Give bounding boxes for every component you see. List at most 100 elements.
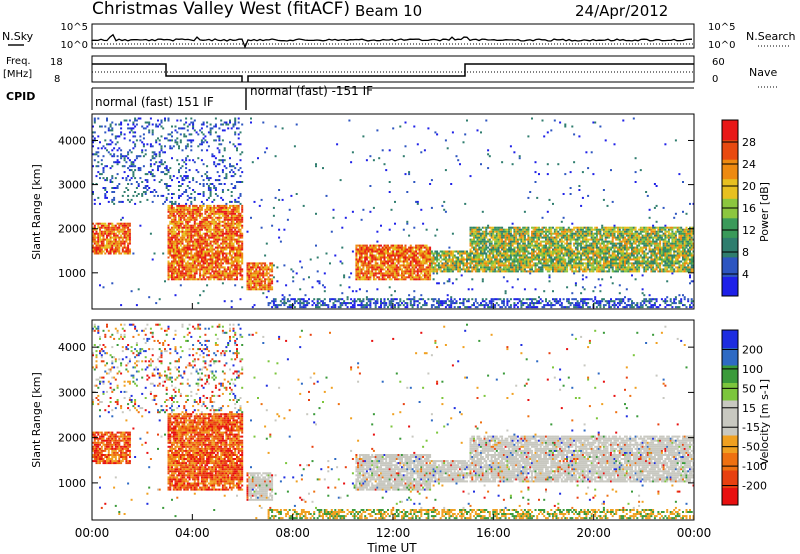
heatmap-cell <box>206 232 209 235</box>
heatmap-cell <box>483 306 486 309</box>
heatmap-cell <box>236 248 238 251</box>
heatmap-cell <box>376 302 379 305</box>
heatmap-cell <box>351 151 354 154</box>
heatmap-cell <box>527 234 530 237</box>
heatmap-cell <box>448 278 451 281</box>
heatmap-cell <box>434 250 437 253</box>
heatmap-cell <box>125 236 128 239</box>
heatmap-cell <box>209 214 212 217</box>
heatmap-cell <box>474 234 477 237</box>
heatmap-cell <box>380 256 382 259</box>
heatmap-cell <box>111 248 114 251</box>
heatmap-cell <box>485 230 488 233</box>
heatmap-cell <box>483 244 486 247</box>
heatmap-cell <box>95 230 98 233</box>
heatmap-cell <box>504 246 507 249</box>
heatmap-cell <box>118 224 121 227</box>
heatmap-cell <box>408 266 411 269</box>
heatmap-cell <box>214 125 217 128</box>
heatmap-cell <box>525 254 528 257</box>
heatmap-cell <box>260 264 263 267</box>
heatmap-cell <box>501 246 504 249</box>
heatmap-cell <box>387 306 389 309</box>
heatmap-cell <box>406 304 409 307</box>
heatmap-cell <box>234 212 237 215</box>
heatmap-cell <box>399 260 402 263</box>
heatmap-cell <box>504 244 507 247</box>
heatmap-cell <box>480 252 482 255</box>
heatmap-cell <box>480 260 482 263</box>
heatmap-cell <box>193 191 196 193</box>
heatmap-cell <box>483 258 486 261</box>
heatmap-cell <box>492 256 495 259</box>
heatmap-cell <box>202 250 205 253</box>
heatmap-cell <box>406 220 409 223</box>
heatmap-cell <box>207 276 210 279</box>
heatmap-cell <box>362 135 365 138</box>
heatmap-cell <box>411 278 414 281</box>
heatmap-cell <box>300 302 303 305</box>
heatmap-cell <box>197 230 200 233</box>
heatmap-cell <box>494 234 497 237</box>
heatmap-cell <box>497 260 500 263</box>
heatmap-cell <box>251 306 254 309</box>
heatmap-cell <box>220 260 223 263</box>
heatmap-cell <box>188 210 191 213</box>
heatmap-cell <box>213 222 216 225</box>
heatmap-cell <box>174 252 177 255</box>
heatmap-cell <box>264 274 267 277</box>
heatmap-cell <box>499 260 502 263</box>
heatmap-cell <box>427 258 430 261</box>
heatmap-cell <box>185 248 188 251</box>
heatmap-cell <box>518 258 521 261</box>
heatmap-cell <box>522 228 525 231</box>
heatmap-cell <box>525 228 528 231</box>
heatmap-cell <box>236 252 238 255</box>
heatmap-cell <box>536 252 539 255</box>
heatmap-cell <box>193 196 196 199</box>
heatmap-cell <box>214 262 217 265</box>
heatmap-cell <box>383 256 386 259</box>
heatmap-cell <box>181 204 184 207</box>
heatmap-cell <box>214 210 217 213</box>
heatmap-cell <box>92 191 94 193</box>
heatmap-cell <box>357 304 360 307</box>
heatmap-cell <box>523 234 526 237</box>
heatmap-cell <box>135 155 138 158</box>
heatmap-cell <box>186 222 189 225</box>
heatmap-cell <box>121 246 124 249</box>
heatmap-cell <box>123 250 126 253</box>
heatmap-cell <box>164 137 166 140</box>
heatmap-cell <box>167 234 170 237</box>
heatmap-cell <box>538 228 540 231</box>
heatmap-cell <box>207 270 210 273</box>
heatmap-cell <box>185 262 188 265</box>
heatmap-cell <box>332 208 335 211</box>
heatmap-cell <box>437 262 440 265</box>
heatmap-cell <box>437 258 440 261</box>
heatmap-cell <box>181 262 184 265</box>
heatmap-cell <box>237 226 240 229</box>
heatmap-cell <box>229 228 231 231</box>
heatmap-cell <box>518 266 521 269</box>
heatmap-cell <box>395 260 398 263</box>
heatmap-cell <box>171 210 173 213</box>
heatmap-cell <box>395 278 398 281</box>
heatmap-cell <box>415 276 418 279</box>
heatmap-cell <box>462 266 465 269</box>
heatmap-cell <box>267 286 270 289</box>
heatmap-cell <box>367 248 370 251</box>
heatmap-cell <box>207 242 210 245</box>
heatmap-cell <box>467 262 470 265</box>
heatmap-cell <box>202 290 205 293</box>
heatmap-cell <box>476 238 479 241</box>
heatmap-cell <box>459 262 461 265</box>
heatmap-cell <box>490 234 493 237</box>
heatmap-cell <box>523 256 526 259</box>
heatmap-cell <box>246 264 249 267</box>
heatmap-cell <box>192 242 195 245</box>
heatmap-cell <box>111 282 114 285</box>
heatmap-cell <box>372 302 375 305</box>
heatmap-cell <box>515 266 518 269</box>
heatmap-cell <box>527 236 530 239</box>
